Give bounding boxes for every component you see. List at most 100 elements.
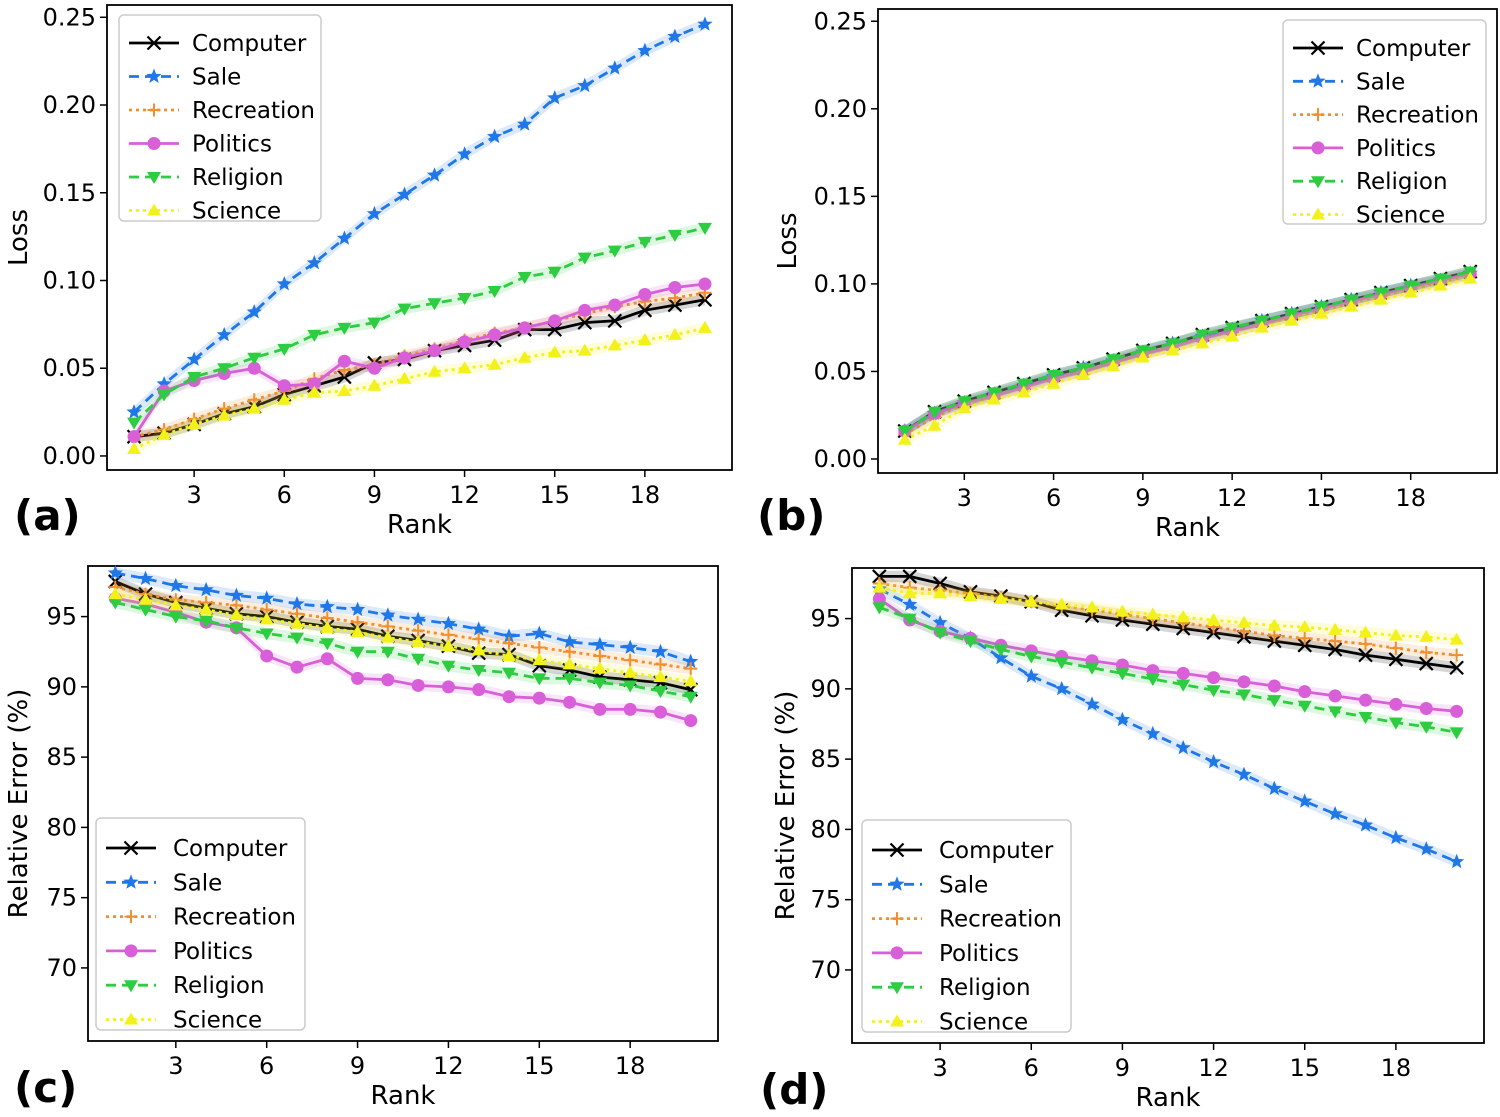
legend: Computer Sale Recreation Politics Religion Sc… bbox=[95, 817, 306, 1034]
chart-panel: 3 6 9 12 15 18 70 75 80 85 90 95 Rank Relative Error … bbox=[760, 567, 1485, 1114]
x-axis-label: Rank bbox=[1136, 1083, 1201, 1113]
data-point bbox=[1084, 696, 1100, 711]
data-point bbox=[1311, 207, 1325, 220]
legend-box bbox=[95, 817, 306, 1031]
data-point bbox=[186, 351, 202, 366]
data-point bbox=[168, 577, 184, 593]
legend-label: Recreation bbox=[173, 905, 296, 931]
data-point bbox=[902, 613, 917, 626]
data-point bbox=[872, 602, 887, 615]
data-point bbox=[653, 686, 668, 699]
data-point bbox=[320, 620, 335, 633]
series-line bbox=[878, 605, 1457, 734]
data-point bbox=[199, 615, 214, 628]
y-tick-label: 0.15 bbox=[43, 179, 96, 207]
data-point bbox=[697, 320, 712, 333]
data-point bbox=[902, 596, 918, 611]
data-point bbox=[1114, 711, 1130, 727]
y-tick-label: 0.25 bbox=[814, 7, 867, 35]
series-religion bbox=[872, 601, 1464, 740]
legend-box bbox=[118, 14, 322, 222]
data-point bbox=[307, 329, 322, 342]
data-point bbox=[623, 653, 637, 667]
data-point bbox=[1297, 700, 1312, 713]
data-point bbox=[890, 1014, 904, 1027]
data-point bbox=[457, 293, 472, 306]
legend-label: Politics bbox=[939, 941, 1019, 967]
data-point bbox=[229, 608, 244, 621]
legend-box bbox=[1282, 19, 1487, 225]
legend-label: Politics bbox=[192, 132, 272, 158]
data-point bbox=[1358, 625, 1373, 638]
y-tick-label: 0.20 bbox=[814, 95, 867, 123]
data-point bbox=[124, 944, 138, 958]
data-point bbox=[1419, 702, 1433, 716]
y-tick-label: 0.05 bbox=[814, 357, 867, 385]
data-point bbox=[1267, 695, 1282, 708]
data-point bbox=[1418, 841, 1434, 856]
data-point bbox=[259, 590, 275, 605]
series-line bbox=[133, 291, 706, 439]
data-point bbox=[123, 874, 139, 889]
data-point bbox=[1433, 278, 1448, 291]
data-point bbox=[1046, 376, 1061, 389]
data-point bbox=[1327, 642, 1343, 657]
data-point bbox=[1054, 680, 1070, 696]
data-point bbox=[1328, 706, 1343, 719]
data-point bbox=[396, 186, 413, 201]
data-point bbox=[1328, 689, 1342, 703]
data-point bbox=[217, 363, 232, 376]
data-point bbox=[1297, 638, 1313, 653]
data-point bbox=[441, 660, 456, 673]
y-axis-label: Loss bbox=[4, 209, 34, 266]
data-point bbox=[637, 303, 653, 318]
data-point bbox=[427, 364, 442, 377]
x-tick-label: 12 bbox=[1217, 484, 1248, 512]
y-tick-label: 0.00 bbox=[43, 442, 96, 470]
legend-label: Science bbox=[1356, 203, 1445, 229]
legend-label: Computer bbox=[939, 838, 1054, 864]
data-point bbox=[168, 598, 183, 611]
data-point bbox=[890, 946, 904, 960]
data-point bbox=[108, 587, 123, 600]
data-point bbox=[1267, 679, 1281, 693]
data-point bbox=[1449, 727, 1464, 740]
data-point bbox=[350, 601, 366, 616]
data-point bbox=[517, 116, 533, 131]
data-point bbox=[1054, 597, 1069, 610]
x-tick-label: 15 bbox=[524, 1052, 555, 1080]
data-point bbox=[1024, 594, 1039, 607]
data-point bbox=[307, 385, 322, 398]
data-point bbox=[897, 432, 912, 445]
data-point bbox=[667, 297, 683, 313]
data-point bbox=[471, 643, 486, 656]
data-point bbox=[1024, 651, 1039, 664]
data-point bbox=[577, 343, 592, 356]
data-point bbox=[502, 636, 516, 650]
data-point bbox=[667, 229, 682, 242]
data-point bbox=[993, 649, 1009, 665]
data-point bbox=[667, 327, 682, 340]
legend-label: Science bbox=[173, 1008, 262, 1034]
data-point bbox=[548, 314, 562, 328]
x-tick-label: 18 bbox=[615, 1052, 646, 1080]
data-point bbox=[593, 702, 607, 716]
data-point bbox=[108, 597, 123, 610]
data-point bbox=[367, 317, 382, 330]
x-tick-label: 18 bbox=[1381, 1054, 1412, 1082]
data-point bbox=[187, 417, 202, 430]
data-point bbox=[593, 649, 607, 663]
data-point bbox=[337, 384, 352, 397]
data-point bbox=[381, 673, 395, 687]
legend-box bbox=[861, 819, 1072, 1033]
legend: Computer Sale Recreation Politics Religion Sc… bbox=[1282, 19, 1487, 229]
series-line bbox=[879, 586, 1457, 642]
data-point bbox=[1463, 271, 1478, 284]
legend: Computer Sale Recreation Politics Religion Sc… bbox=[861, 819, 1072, 1036]
x-tick-label: 15 bbox=[539, 481, 570, 509]
data-point bbox=[547, 345, 562, 358]
legend-label: Politics bbox=[173, 939, 253, 965]
data-point bbox=[684, 662, 698, 676]
data-point bbox=[217, 408, 232, 421]
